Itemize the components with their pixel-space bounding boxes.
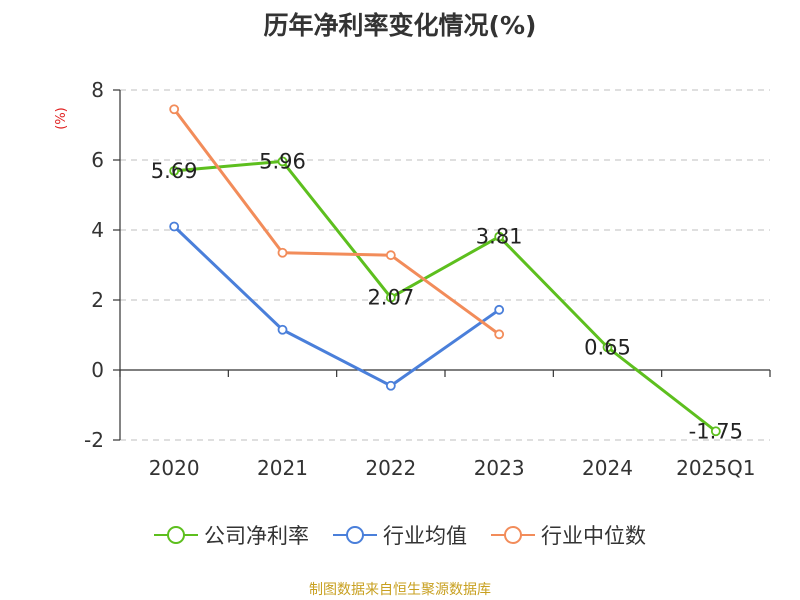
x-tick-label: 2022 <box>365 456 416 480</box>
data-point <box>494 329 505 340</box>
legend-item-industry-median[interactable]: 行业中位数 <box>491 520 646 550</box>
data-point <box>494 304 505 315</box>
data-label: 5.69 <box>151 159 198 183</box>
data-labels: 5.69 5.96 2.07 3.81 0.65 -1.75 <box>151 149 743 443</box>
data-point <box>277 324 288 335</box>
data-point <box>710 426 721 437</box>
series-line-2 <box>172 108 501 336</box>
data-point <box>385 292 396 303</box>
legend-marker-blue-icon <box>333 526 377 544</box>
x-tick-labels: 2020 2021 2022 2023 2024 2025Q1 <box>149 456 756 480</box>
data-point <box>494 231 505 242</box>
legend-label: 行业均值 <box>383 524 467 548</box>
data-point <box>602 342 613 353</box>
data-point <box>277 156 288 167</box>
data-label: 3.81 <box>476 225 523 249</box>
legend-label: 行业中位数 <box>541 524 646 548</box>
series-line-1 <box>173 225 501 388</box>
x-tick-label: 2024 <box>582 456 633 480</box>
x-tick-label: 2025Q1 <box>676 456 755 480</box>
data-label: 5.96 <box>259 149 306 173</box>
y-tick-label: -2 <box>84 428 104 452</box>
x-tick-label: 2023 <box>474 456 525 480</box>
data-point <box>169 104 180 115</box>
series-line-0 <box>174 159 717 433</box>
y-tick-label: 2 <box>91 288 104 312</box>
y-tick-label: 6 <box>91 148 104 172</box>
legend: 公司净利率 行业均值 行业中位数 <box>0 520 800 550</box>
legend-item-industry-avg[interactable]: 行业均值 <box>333 520 467 550</box>
data-point <box>385 380 396 391</box>
y-tick-label: 0 <box>91 358 104 382</box>
y-tick-label: 8 <box>91 78 104 102</box>
y-tick-label: 4 <box>91 218 104 242</box>
axes <box>113 89 771 441</box>
legend-label: 公司净利率 <box>204 524 309 548</box>
data-label: 0.65 <box>584 335 631 359</box>
x-tick-label: 2021 <box>257 456 308 480</box>
data-point <box>169 165 180 176</box>
legend-item-company[interactable]: 公司净利率 <box>154 520 309 550</box>
data-label: -1.75 <box>689 419 743 443</box>
chart-title: 历年净利率变化情况(%) <box>263 11 537 40</box>
data-point <box>385 250 396 261</box>
data-point <box>169 221 180 232</box>
legend-marker-green-icon <box>154 526 198 544</box>
legend-marker-orange-icon <box>491 526 535 544</box>
data-point <box>277 247 288 258</box>
data-label: 2.07 <box>367 286 414 310</box>
x-tick-label: 2020 <box>149 456 200 480</box>
series-lines <box>169 104 721 437</box>
data-source: 制图数据来自恒生聚源数据库 <box>309 582 491 598</box>
gridlines <box>120 89 770 441</box>
y-tick-labels: 8 6 4 2 0 -2 <box>84 78 104 452</box>
